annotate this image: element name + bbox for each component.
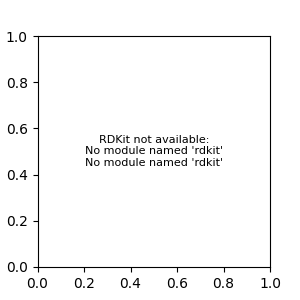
Text: RDKit not available:
No module named 'rdkit'
No module named 'rdkit': RDKit not available: No module named 'rd… [85, 135, 223, 168]
